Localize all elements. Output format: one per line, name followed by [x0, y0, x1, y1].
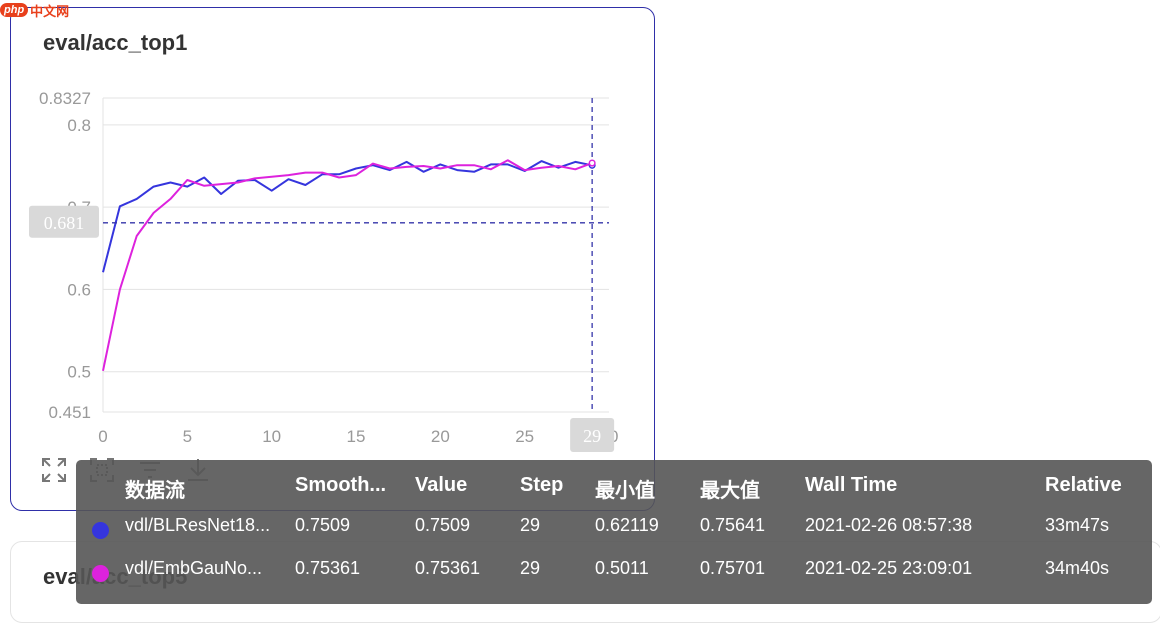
cell-value: 0.75361	[415, 558, 481, 578]
header-smoothed: Smooth...	[295, 474, 387, 496]
crosshair-y-label-box	[29, 205, 99, 238]
y-tick-label: 0.6	[67, 280, 91, 299]
chart-grid	[103, 97, 609, 413]
cell-smoothed: 0.75361	[295, 558, 361, 578]
x-tick-label: 5	[183, 427, 192, 446]
crosshair-y-label: 0.681	[44, 213, 85, 233]
x-tick-label: 10	[262, 427, 281, 446]
series-line-2	[102, 159, 593, 372]
cell-relative: 34m40s	[1045, 558, 1110, 578]
series-color-dot	[92, 522, 109, 539]
header-max: 最大值	[700, 480, 760, 502]
data-tooltip: 数据流 Smooth... Value Step 最小值 最大值 Wall Ti…	[76, 460, 1152, 604]
header-relative: Relative	[1045, 474, 1122, 496]
cell-min: 0.62119	[595, 515, 659, 535]
tooltip-header-row: 数据流 Smooth... Value Step 最小值 最大值 Wall Ti…	[76, 474, 1152, 504]
cell-max: 0.75641	[700, 515, 766, 535]
header-stream: 数据流	[125, 480, 185, 502]
cell-stream: vdl/EmbGauNo...	[125, 558, 263, 578]
y-tick-label: 0.451	[48, 403, 91, 422]
hover-point	[588, 159, 596, 167]
cell-min: 0.5011	[595, 558, 649, 578]
cell-wall-time: 2021-02-26 08:57:38	[805, 515, 973, 535]
y-tick-label: 0.5	[67, 363, 91, 382]
series-line-1	[102, 160, 593, 273]
cell-relative: 33m47s	[1045, 515, 1110, 535]
crosshair-x-label: 29	[583, 426, 601, 446]
tooltip-row: vdl/EmbGauNo... 0.75361 0.75361 29 0.501…	[76, 558, 1152, 588]
series-color-dot	[92, 565, 109, 582]
cell-value: 0.7509	[415, 515, 471, 535]
logo-text: 中文网	[30, 3, 70, 19]
expand-icon[interactable]	[41, 457, 67, 483]
header-step: Step	[520, 474, 564, 496]
cell-smoothed: 0.7509	[295, 515, 351, 535]
header-wall-time: Wall Time	[805, 474, 898, 496]
cell-wall-time: 2021-02-25 23:09:01	[805, 558, 973, 578]
logo-badge: php	[0, 3, 29, 17]
x-tick-label: 0	[98, 427, 107, 446]
x-tick-label: 25	[515, 427, 534, 446]
x-tick-label: 20	[431, 427, 450, 446]
tooltip-row: vdl/BLResNet18... 0.7509 0.7509 29 0.621…	[76, 515, 1152, 545]
crosshair-x-label-box	[570, 418, 615, 452]
site-logo: php 中文网	[0, 0, 69, 20]
cell-stream: vdl/BLResNet18...	[125, 515, 271, 535]
chart-crosshair: 0.681 29	[29, 98, 615, 452]
y-tick-label: 0.8327	[39, 89, 91, 108]
header-min: 最小值	[595, 480, 655, 502]
cell-step: 29	[520, 515, 541, 535]
cell-max: 0.75701	[700, 558, 766, 578]
chart-card: eval/acc_top1 0.4510.50.60.70.80.8327051…	[10, 7, 655, 511]
cell-step: 29	[520, 558, 541, 578]
header-value: Value	[415, 474, 468, 496]
y-tick-label: 0.8	[67, 116, 91, 135]
chart-title: eval/acc_top1	[43, 30, 188, 55]
x-tick-label: 15	[347, 427, 366, 446]
chart-series	[102, 159, 593, 372]
